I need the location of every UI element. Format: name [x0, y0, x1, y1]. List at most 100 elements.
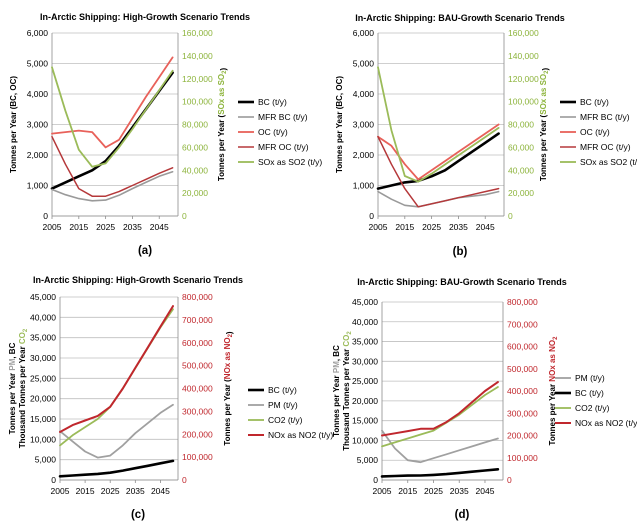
series-line-nox-3 [381, 381, 499, 437]
y-axis-label-right-run: 2 [553, 336, 559, 340]
y-tick-label-right: 700,000 [507, 319, 538, 329]
series-line-bc-0 [58, 459, 175, 478]
y-tick-label-right: 600,000 [182, 338, 213, 348]
chart-title: In-Arctic Shipping: High-Growth Scenario… [40, 12, 250, 22]
x-tick-label: 2025 [424, 486, 443, 496]
legend-entry: MFR BC (t/y) [580, 112, 630, 122]
y-axis-label-left-line: Thousand Tonnes per Year CO2 [342, 331, 353, 451]
y-axis-label-right: Tonnes per Year (SOx as SO2) [217, 68, 228, 182]
y-tick-label-left: 10,000 [352, 435, 378, 445]
y-axis-label-left-line-run: CO [342, 335, 351, 347]
y-axis-label-left-line-run: Tonnes per Year [332, 373, 341, 437]
y-tick-label-left: 0 [51, 475, 56, 485]
legend: BC (t/y) PM (t/y) CO2 (t/y) NOx as NO2 (t/y… [248, 385, 333, 440]
y-tick-label-right: 60,000 [508, 142, 534, 152]
y-tick-label-right: 300,000 [182, 406, 213, 416]
y-tick-label-right: 100,000 [508, 97, 539, 107]
y-tick-label-right: 100,000 [507, 453, 538, 463]
y-tick-label-left: 0 [373, 475, 378, 485]
y-tick-label-left: 4,000 [27, 89, 49, 99]
y-axis-label-right-run: NOx as NO [223, 337, 232, 379]
y-axis-label-left-line-run: 2 [23, 328, 29, 332]
y-tick-label-left: 45,000 [352, 297, 378, 307]
panel-label: (a) [138, 245, 152, 257]
y-tick-label-left: 0 [369, 211, 374, 221]
y-tick-label-left: 1,000 [27, 181, 49, 191]
x-tick-label: 2035 [123, 222, 142, 232]
chart-panel-c: In-Arctic Shipping: High-Growth Scenario… [8, 275, 333, 521]
y-axis-label-right-run: 2 [222, 70, 228, 74]
y-axis-label-left-line: Tonnes per Year PM, BC [8, 342, 17, 434]
y-tick-label-right: 500,000 [507, 364, 538, 374]
y-axis-label-right: Tonnes per Year (NOx as NO2) [223, 331, 234, 446]
y-tick-label-right: 700,000 [182, 315, 213, 325]
y-tick-label-left: 25,000 [352, 376, 378, 386]
series-line-oc-2 [51, 56, 174, 149]
legend-entry: BC (t/y) [258, 97, 287, 107]
y-axis-label-left: Tonnes per Year (BC, OC) [335, 76, 344, 173]
y-tick-label-left: 6,000 [27, 28, 49, 38]
chart-panel-a: In-Arctic Shipping: High-Growth Scenario… [9, 12, 322, 257]
y-axis-label-right-run: ) [219, 68, 228, 71]
x-tick-label: 2025 [422, 222, 441, 232]
y-tick-label-right: 100,000 [182, 452, 213, 462]
y-tick-label-left: 15,000 [352, 416, 378, 426]
y-axis-label-right-run: Tonnes per Year ( [223, 379, 232, 446]
legend: BC (t/y) MFR BC (t/y) OC (t/y) MFR OC (t/y)… [238, 97, 322, 167]
series-line-pm-1 [59, 403, 174, 459]
y-tick-label-right: 160,000 [508, 28, 539, 38]
y-axis-label-left-line-run: Tonnes per Year [8, 371, 17, 435]
series-line-mfr-1 [51, 171, 174, 202]
y-tick-label-right: 120,000 [508, 74, 539, 84]
x-tick-label: 2005 [51, 486, 70, 496]
legend-entry: SOx as SO2 (t/y) [580, 157, 637, 167]
y-tick-label-left: 30,000 [30, 353, 56, 363]
legend-entry: CO2 (t/y) [575, 403, 610, 413]
y-axis-label-left: Tonnes per Year (BC, OC) [9, 76, 18, 173]
y-axis-label-right-run: ) [225, 331, 234, 334]
y-tick-label-right: 140,000 [182, 51, 213, 61]
x-tick-label: 2045 [476, 486, 495, 496]
y-axis-label-left-line-run: CO [18, 332, 27, 344]
series-line-sox-4 [51, 66, 174, 168]
y-axis-label-right: Tonnes per Year (SOx as SO2) [539, 68, 550, 182]
y-tick-label-right: 500,000 [182, 361, 213, 371]
y-axis-label-right-run: 2 [544, 70, 550, 74]
x-tick-label: 2025 [96, 222, 115, 232]
chart-title: In-Arctic Shipping: BAU-Growth Scenario … [355, 13, 565, 23]
series-line-nox-3 [59, 305, 174, 433]
legend-entry: SOx as SO2 (t/y) [258, 157, 322, 167]
y-axis-label-right-run: SOx as SO [217, 74, 226, 115]
y-tick-label-left: 15,000 [30, 414, 56, 424]
y-tick-label-left: 20,000 [352, 396, 378, 406]
y-tick-label-right: 80,000 [182, 120, 208, 130]
y-tick-label-right: 200,000 [507, 431, 538, 441]
legend-entry: MFR OC (t/y) [580, 142, 631, 152]
x-tick-label: 2005 [369, 222, 388, 232]
y-tick-label-right: 400,000 [507, 386, 538, 396]
series-line-mfr-3 [377, 135, 500, 208]
y-tick-label-left: 6,000 [353, 28, 375, 38]
x-tick-label: 2035 [449, 222, 468, 232]
y-tick-label-left: 35,000 [30, 333, 56, 343]
y-tick-label-left: 20,000 [30, 394, 56, 404]
series-line-mfr-1 [377, 190, 500, 208]
x-tick-label: 2035 [126, 486, 145, 496]
y-tick-label-right: 160,000 [182, 28, 213, 38]
y-tick-label-right: 0 [508, 211, 513, 221]
y-tick-label-left: 5,000 [27, 59, 49, 69]
chart-panel-b: In-Arctic Shipping: BAU-Growth Scenario … [335, 13, 637, 258]
x-tick-label: 2045 [476, 222, 495, 232]
y-tick-label-left: 30,000 [352, 356, 378, 366]
legend-entry: MFR OC (t/y) [258, 142, 309, 152]
legend-entry: OC (t/y) [580, 127, 610, 137]
y-tick-label-left: 5,000 [353, 59, 375, 69]
y-axis-label-right-run: NOx as NO [548, 340, 557, 382]
y-tick-label-right: 800,000 [182, 292, 213, 302]
y-tick-label-left: 40,000 [352, 317, 378, 327]
y-tick-label-right: 120,000 [182, 74, 213, 84]
y-tick-label-left: 35,000 [352, 337, 378, 347]
y-axis-label-right-run: SOx as SO [539, 74, 548, 115]
y-tick-label-left: 4,000 [353, 89, 375, 99]
y-axis-label-right: Tonnes per Year NOx as NO2 [548, 336, 559, 446]
